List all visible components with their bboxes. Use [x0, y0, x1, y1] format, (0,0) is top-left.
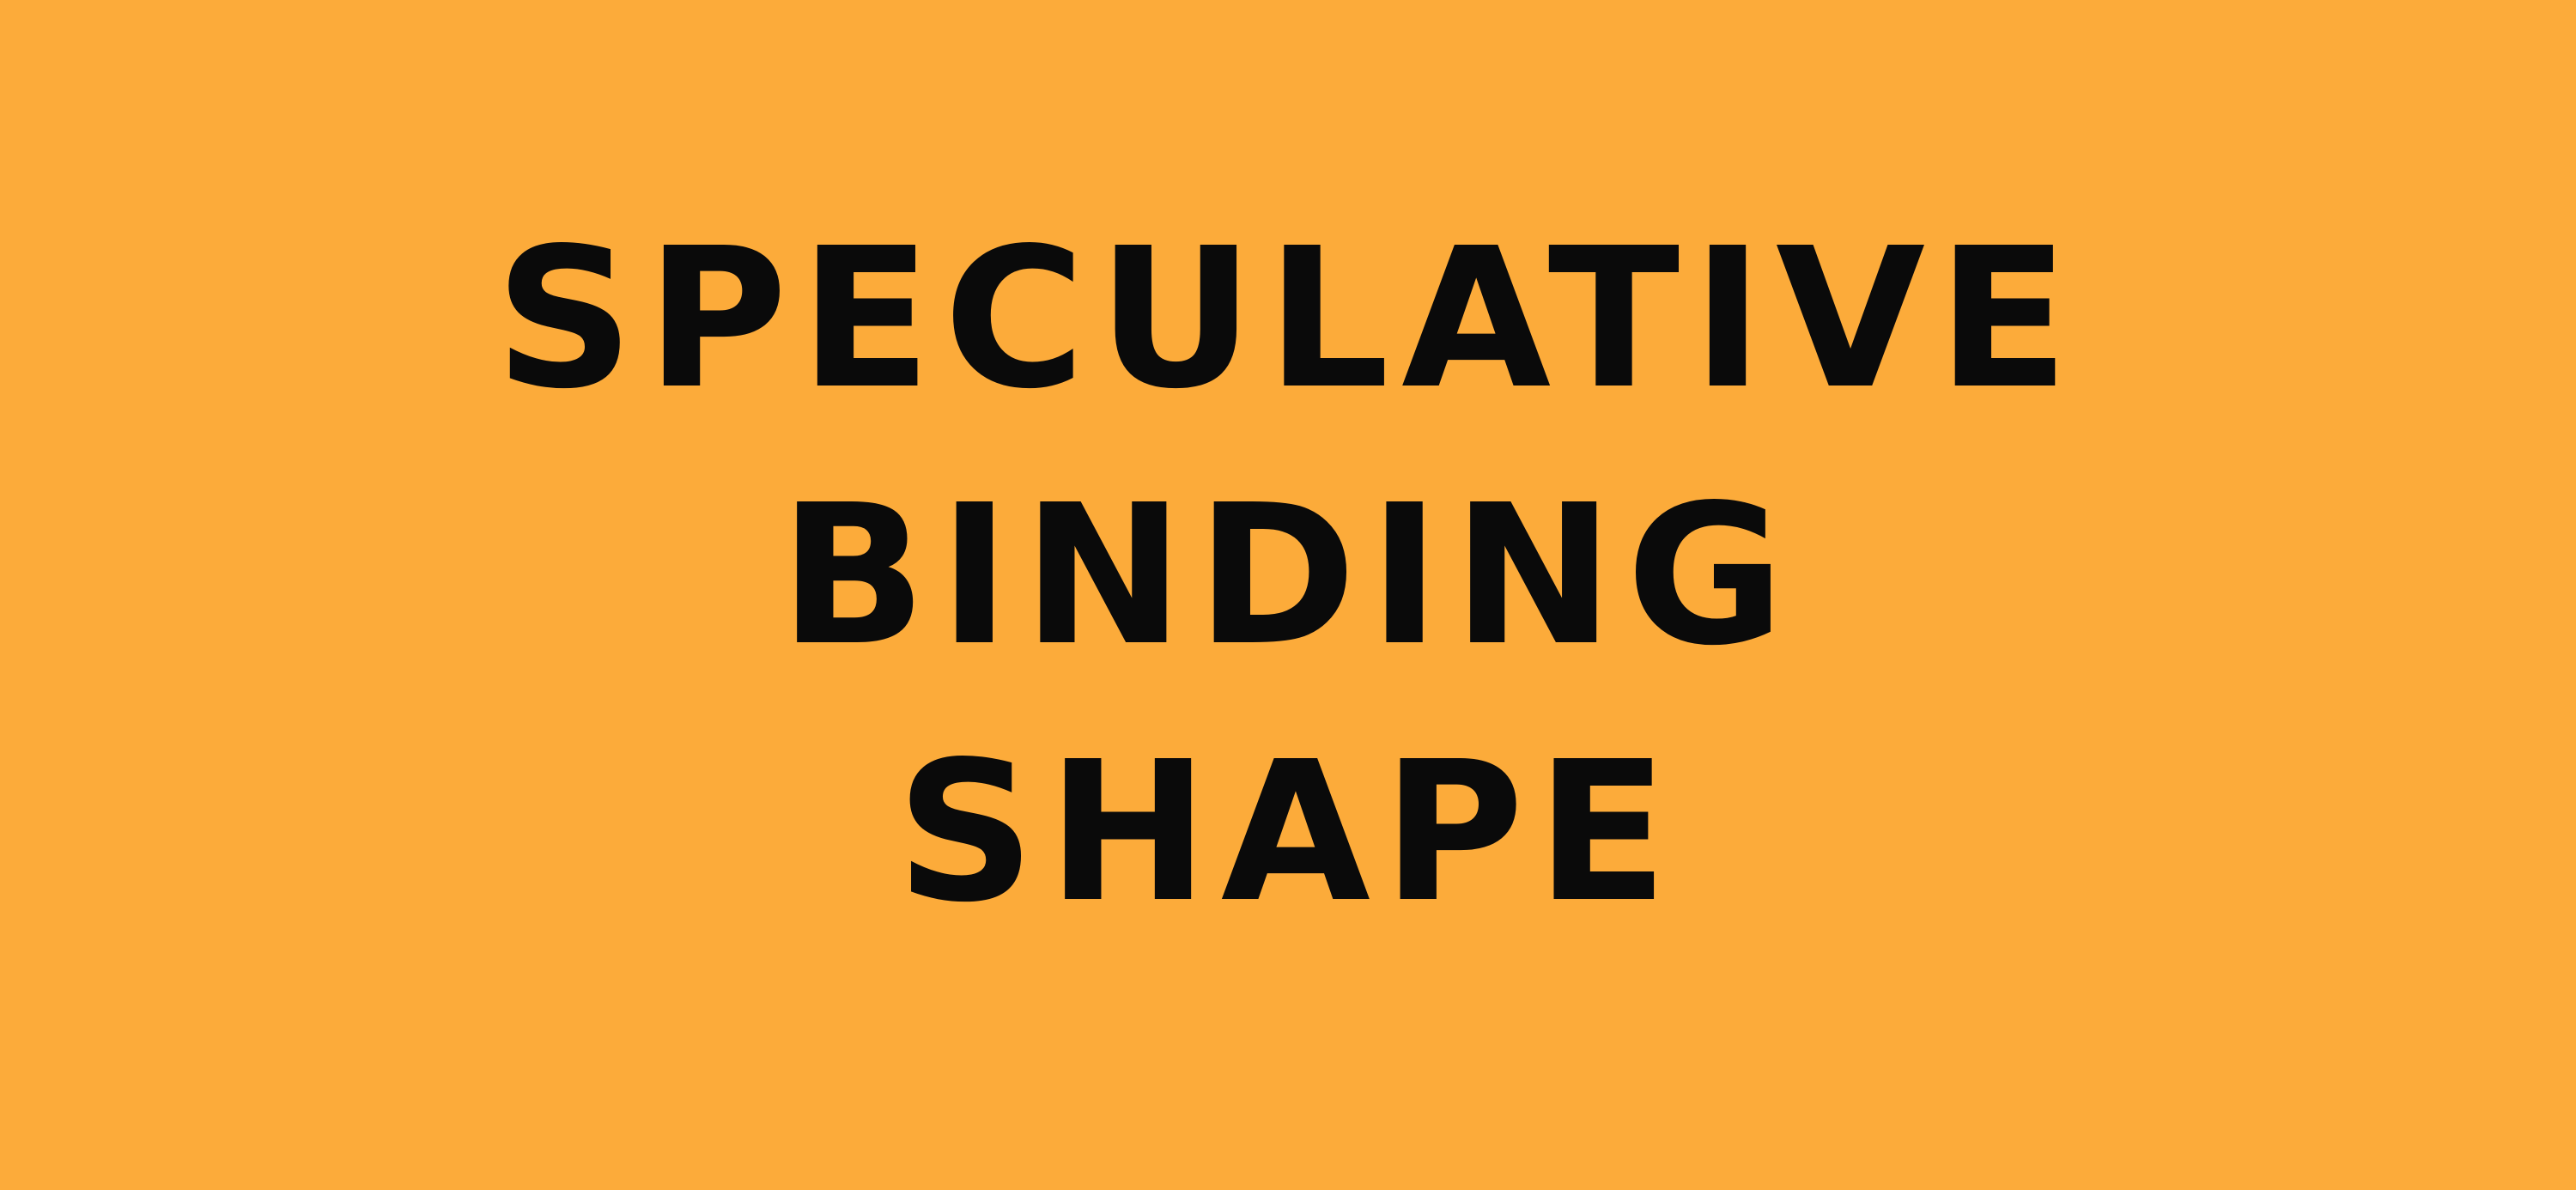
- title-line-shape: SHAPE: [896, 720, 1680, 945]
- title-line-speculative: SPECULATIVE: [495, 207, 2081, 432]
- title-line-binding: BINDING: [779, 464, 1797, 689]
